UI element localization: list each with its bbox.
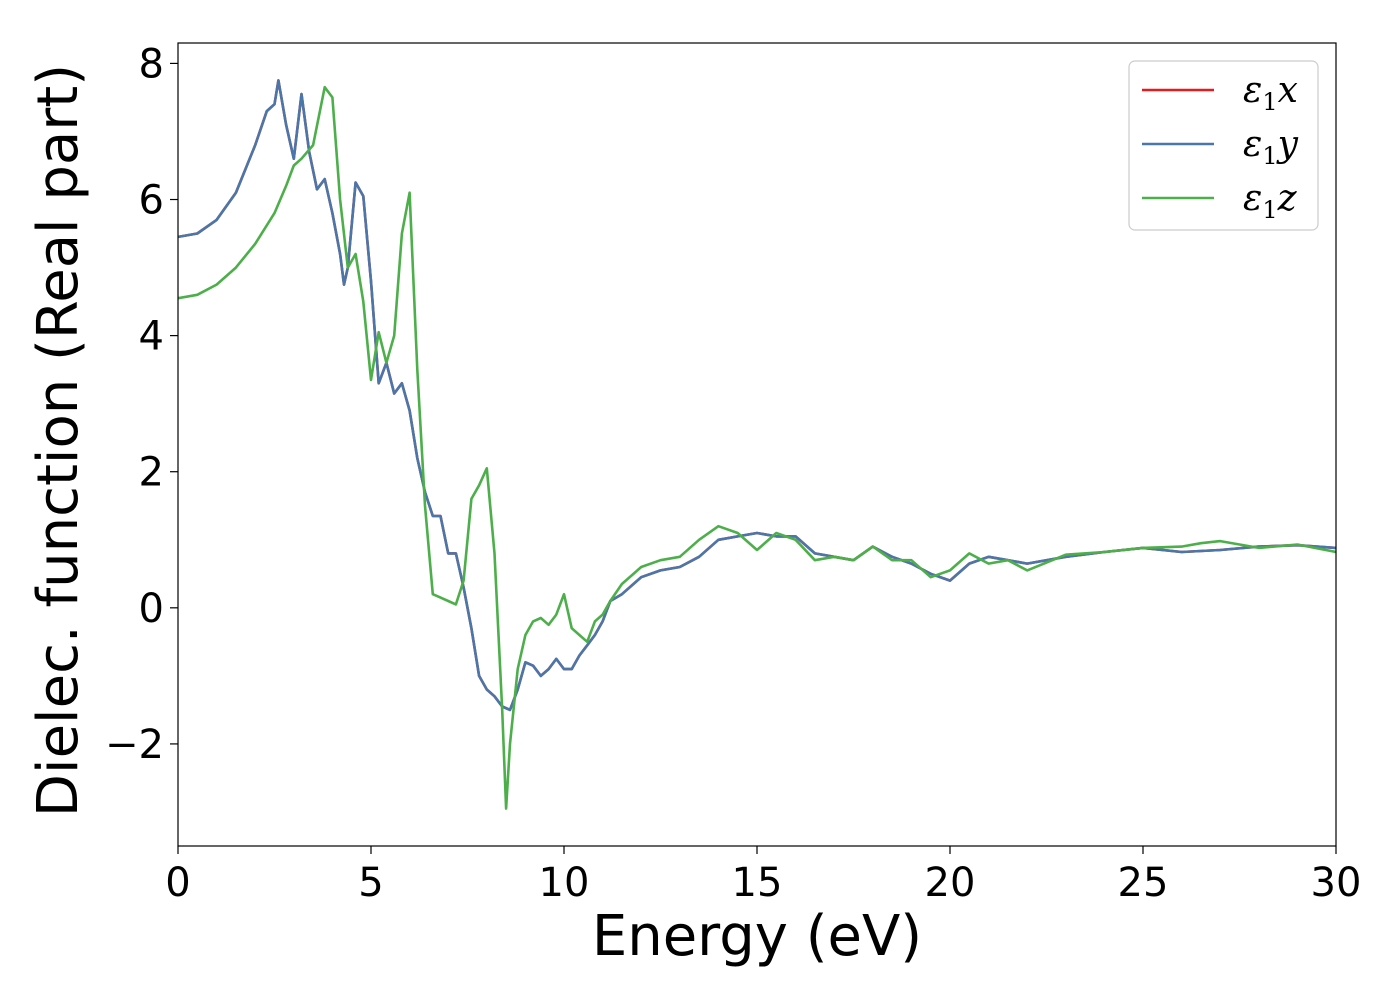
legend-label-x: ε1x: [1243, 70, 1298, 116]
x-tick-label: 10: [539, 860, 590, 906]
x-tick-label: 15: [732, 860, 783, 906]
y-tick-label: 2: [139, 450, 164, 496]
y-tick-label: −2: [105, 722, 164, 768]
x-tick-label: 0: [165, 860, 190, 906]
y-tick-label: 8: [139, 41, 164, 87]
y-tick-label: 6: [139, 178, 164, 224]
x-tick-label: 20: [925, 860, 976, 906]
y-axis-ticks: −2 0 2 4 6 8: [105, 41, 178, 768]
y-tick-label: 0: [139, 586, 164, 632]
y-tick-label: 4: [139, 314, 164, 360]
legend-label-z: ε1z: [1243, 178, 1298, 224]
series-line-z: [178, 85, 1336, 810]
plot-lines: [178, 79, 1336, 810]
x-tick-label: 25: [1118, 860, 1169, 906]
legend: ε1x ε1y ε1z: [1128, 60, 1319, 231]
x-axis-title: Energy (eV): [592, 904, 922, 969]
x-tick-label: 5: [358, 860, 383, 906]
x-axis-ticks: 0 5 10 15 20 25 30: [165, 846, 1361, 906]
x-tick-label: 30: [1311, 860, 1362, 906]
legend-box: [1128, 60, 1319, 231]
legend-label-y: ε1y: [1243, 124, 1299, 170]
y-axis-title: Dielec. function (Real part): [26, 64, 91, 817]
